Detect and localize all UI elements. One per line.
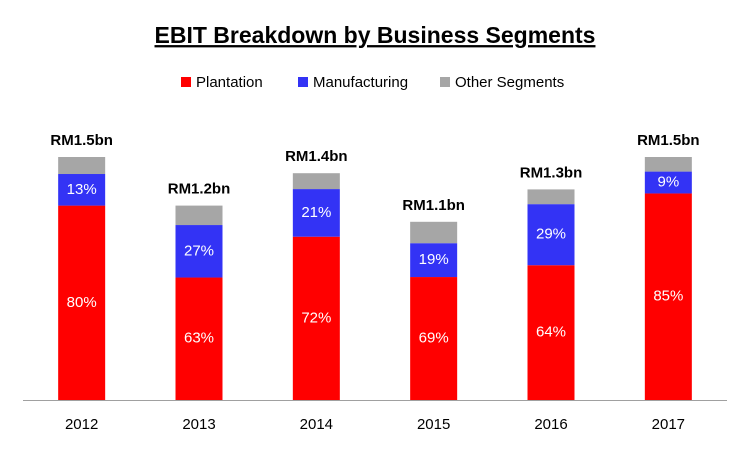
legend-swatch bbox=[181, 77, 191, 87]
bar-segment bbox=[58, 205, 106, 400]
x-tick-label: 2014 bbox=[300, 416, 333, 433]
bar-segment bbox=[292, 173, 340, 190]
bar-segment bbox=[527, 265, 575, 400]
legend-swatch bbox=[298, 77, 308, 87]
data-label: 21% bbox=[301, 204, 331, 221]
bar-segment bbox=[292, 189, 340, 237]
bar-segment bbox=[410, 277, 458, 400]
bar-segment bbox=[644, 193, 692, 400]
bar-segment bbox=[410, 221, 458, 244]
data-label: 80% bbox=[67, 294, 97, 311]
x-tick-label: 2015 bbox=[417, 416, 450, 433]
legend-label: Plantation bbox=[196, 74, 263, 91]
data-label: 63% bbox=[184, 330, 214, 347]
legend-label: Manufacturing bbox=[313, 74, 408, 91]
bar-segment bbox=[527, 204, 575, 266]
data-label: 69% bbox=[419, 329, 449, 346]
data-label: 13% bbox=[67, 181, 97, 198]
total-label: RM1.5bn bbox=[637, 132, 700, 149]
legend-swatch bbox=[440, 77, 450, 87]
bar-segment bbox=[410, 243, 458, 278]
bar-segment bbox=[644, 171, 692, 194]
total-label: RM1.5bn bbox=[50, 132, 113, 149]
data-label: 9% bbox=[657, 173, 679, 190]
x-tick-label: 2013 bbox=[182, 416, 215, 433]
bar-segment bbox=[175, 205, 223, 226]
data-label: 72% bbox=[301, 309, 331, 326]
legend-label: Other Segments bbox=[455, 74, 564, 91]
total-label: RM1.4bn bbox=[285, 148, 348, 165]
x-tick-label: 2012 bbox=[65, 416, 98, 433]
bar-segment bbox=[58, 157, 106, 175]
total-label: RM1.2bn bbox=[168, 181, 231, 198]
bar-segment bbox=[175, 277, 223, 400]
bar-segment bbox=[527, 189, 575, 205]
bar-segment bbox=[644, 157, 692, 172]
total-label: RM1.1bn bbox=[402, 197, 465, 214]
data-label: 27% bbox=[184, 242, 214, 259]
total-label: RM1.3bn bbox=[520, 164, 583, 181]
data-label: 29% bbox=[536, 226, 566, 243]
bar-segment bbox=[175, 225, 223, 278]
bar-segment bbox=[58, 174, 106, 206]
bar-segment bbox=[292, 236, 340, 400]
data-label: 64% bbox=[536, 324, 566, 341]
chart-title: EBIT Breakdown by Business Segments bbox=[155, 22, 596, 48]
x-tick-label: 2016 bbox=[534, 416, 567, 433]
data-label: 19% bbox=[419, 251, 449, 268]
data-label: 85% bbox=[653, 288, 683, 305]
x-tick-label: 2017 bbox=[652, 416, 685, 433]
